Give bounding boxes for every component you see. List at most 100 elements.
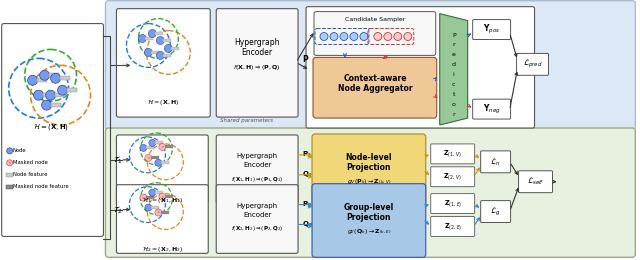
Bar	[152, 51, 159, 54]
Text: $\mathcal{H}_1=(\mathbf{X}_1,\mathbf{H}_1)$: $\mathcal{H}_1=(\mathbf{X}_1,\mathbf{H}_…	[141, 196, 183, 205]
FancyBboxPatch shape	[481, 151, 511, 173]
Text: Masked node: Masked node	[13, 160, 47, 165]
FancyBboxPatch shape	[312, 184, 426, 257]
Text: ×: ×	[141, 196, 145, 200]
Text: $g_E(\mathbf{Q}_k)\rightarrow\mathbf{Z}_{(k,E)}$: $g_E(\mathbf{Q}_k)\rightarrow\mathbf{Z}_…	[347, 228, 391, 236]
Text: ×: ×	[8, 161, 12, 165]
Circle shape	[34, 90, 44, 100]
Text: c: c	[452, 82, 456, 87]
Bar	[36, 78, 47, 82]
Circle shape	[149, 139, 156, 146]
Text: Encoder: Encoder	[243, 212, 271, 218]
Bar	[156, 32, 163, 35]
Circle shape	[340, 32, 348, 41]
Circle shape	[145, 48, 152, 56]
FancyBboxPatch shape	[473, 99, 511, 119]
Bar	[6, 173, 13, 177]
Bar	[147, 196, 154, 199]
Circle shape	[330, 32, 338, 41]
Circle shape	[155, 209, 162, 216]
Text: Node Aggregator: Node Aggregator	[337, 84, 412, 93]
Bar	[163, 39, 172, 42]
Bar	[161, 161, 170, 164]
FancyBboxPatch shape	[431, 217, 475, 236]
Bar	[156, 191, 163, 194]
FancyBboxPatch shape	[306, 7, 534, 128]
FancyBboxPatch shape	[431, 194, 475, 213]
Circle shape	[42, 100, 52, 110]
Bar	[43, 93, 52, 97]
Text: $\mathcal{L}_g$: $\mathcal{L}_g$	[490, 205, 501, 218]
Text: $\mathbf{P}_2$: $\mathbf{P}_2$	[302, 199, 312, 210]
Text: $\mathcal{T}_1$: $\mathcal{T}_1$	[113, 155, 122, 166]
Text: r: r	[452, 112, 455, 117]
Text: Group-level: Group-level	[344, 203, 394, 212]
Circle shape	[51, 73, 61, 83]
Text: Hypergraph: Hypergraph	[234, 38, 280, 48]
Text: Projection: Projection	[347, 213, 391, 222]
Text: e: e	[452, 53, 456, 57]
Text: o: o	[452, 102, 456, 107]
Bar	[163, 54, 172, 57]
Text: $\mathbf{Z}_{(2,V)}$: $\mathbf{Z}_{(2,V)}$	[444, 171, 462, 182]
Text: Encoder: Encoder	[243, 162, 271, 168]
Text: $g_V(\mathbf{P}_k)\rightarrow\mathbf{Z}_{(k,V)}$: $g_V(\mathbf{P}_k)\rightarrow\mathbf{Z}_…	[347, 178, 391, 186]
Text: $\mathbf{Q}_2$: $\mathbf{Q}_2$	[302, 219, 313, 230]
FancyBboxPatch shape	[431, 144, 475, 164]
Circle shape	[145, 204, 152, 211]
FancyBboxPatch shape	[116, 135, 208, 204]
Text: $\mathcal{L}_n$: $\mathcal{L}_n$	[490, 156, 501, 168]
FancyBboxPatch shape	[216, 135, 298, 204]
Text: $f(\mathbf{X},\mathbf{H})\Rightarrow(\mathbf{P},\mathbf{Q})$: $f(\mathbf{X},\mathbf{H})\Rightarrow(\ma…	[234, 63, 281, 72]
Text: Hypergraph: Hypergraph	[237, 153, 278, 159]
Polygon shape	[440, 14, 468, 125]
Text: $f(\mathbf{X}_1,\mathbf{H}_1)\Rightarrow(\mathbf{P}_1,\mathbf{Q}_1)$: $f(\mathbf{X}_1,\mathbf{H}_1)\Rightarrow…	[231, 175, 284, 184]
Bar	[67, 88, 77, 92]
FancyBboxPatch shape	[2, 24, 104, 236]
Circle shape	[149, 189, 156, 196]
Text: Projection: Projection	[347, 163, 391, 172]
Text: $\mathbf{Q}_1$: $\mathbf{Q}_1$	[302, 170, 313, 180]
Bar	[60, 76, 70, 80]
FancyBboxPatch shape	[431, 167, 475, 187]
Circle shape	[156, 51, 164, 59]
Text: $\mathbf{Z}_{(1,E)}$: $\mathbf{Z}_{(1,E)}$	[444, 198, 462, 209]
Bar	[6, 185, 13, 189]
Circle shape	[28, 75, 38, 85]
FancyBboxPatch shape	[516, 53, 548, 75]
Text: $\mathbf{Y}_{neg}$: $\mathbf{Y}_{neg}$	[483, 102, 500, 116]
FancyBboxPatch shape	[313, 57, 436, 118]
Text: Masked node feature: Masked node feature	[13, 184, 68, 189]
Text: $\mathcal{L}_{self}$: $\mathcal{L}_{self}$	[527, 176, 544, 187]
Circle shape	[155, 159, 162, 166]
Bar	[51, 103, 61, 107]
Circle shape	[384, 32, 392, 41]
FancyBboxPatch shape	[216, 9, 298, 117]
Circle shape	[6, 160, 13, 166]
Circle shape	[156, 36, 164, 44]
Bar	[165, 195, 173, 198]
FancyBboxPatch shape	[116, 9, 210, 117]
Circle shape	[148, 30, 156, 37]
FancyBboxPatch shape	[481, 201, 511, 223]
Text: $\mathcal{H}=(\mathbf{X},\mathbf{H})$: $\mathcal{H}=(\mathbf{X},\mathbf{H})$	[147, 98, 180, 107]
Text: ×: ×	[157, 211, 160, 214]
Bar	[172, 47, 179, 50]
Circle shape	[45, 90, 56, 100]
Circle shape	[404, 32, 412, 41]
Bar	[152, 206, 159, 209]
Circle shape	[40, 70, 49, 80]
Text: i: i	[453, 72, 454, 77]
Text: ×: ×	[161, 145, 164, 149]
Circle shape	[159, 193, 166, 200]
Text: $\mathcal{L}_{pred}$: $\mathcal{L}_{pred}$	[523, 58, 542, 70]
Bar	[145, 37, 154, 40]
FancyBboxPatch shape	[473, 20, 511, 40]
Text: $\mathbf{P}$: $\mathbf{P}$	[302, 53, 309, 64]
Text: ×: ×	[147, 156, 150, 160]
FancyBboxPatch shape	[116, 185, 208, 253]
Circle shape	[58, 85, 68, 95]
Text: $\mathbf{Z}_{(1,V)}$: $\mathbf{Z}_{(1,V)}$	[444, 148, 462, 159]
Circle shape	[140, 144, 147, 151]
FancyBboxPatch shape	[314, 12, 436, 55]
